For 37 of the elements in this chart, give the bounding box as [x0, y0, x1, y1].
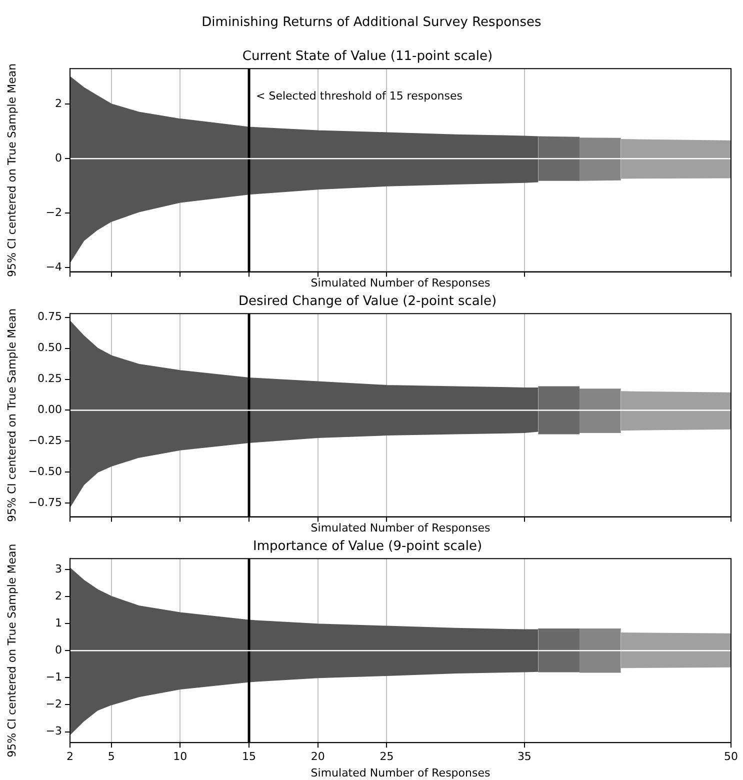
y-axis-title: 95% CI centered on True Sample Mean: [5, 308, 18, 522]
chart-title: Current State of Value (11-point scale): [242, 49, 493, 64]
y-tick-label: 0.75: [38, 310, 62, 324]
text: Diminishing Returns of Additional Survey Responses: [202, 15, 542, 30]
ref-line-label: < Selected threshold of 15 responses: [256, 89, 463, 102]
chart-title: Desired Change of Value (2-point scale): [238, 294, 497, 310]
y-tick-label: 2: [55, 589, 62, 602]
y-tick-label: 1: [55, 616, 62, 630]
y-tick-label: −0.75: [28, 496, 62, 510]
y-tick-label: −0.25: [28, 434, 62, 448]
x-tick-label: 50: [724, 750, 738, 764]
x-tick-label: 20: [310, 750, 325, 764]
y-tick-label: 2: [55, 96, 62, 110]
y-tick-label: 0.50: [38, 341, 62, 354]
y-tick-label: 0.00: [38, 403, 62, 416]
x-tick-label: 5: [108, 750, 115, 764]
y-tick-label: 0: [55, 151, 62, 164]
y-tick-label: −2: [46, 206, 62, 220]
x-axis-title: Simulated Number of Responses: [310, 766, 490, 780]
x-axis-title: Simulated Number of Responses: [310, 521, 490, 534]
x-tick-label: 35: [517, 750, 532, 764]
x-tick-label: 2: [66, 750, 74, 764]
x-tick-label: 25: [380, 750, 394, 764]
chart-title: Importance of Value (9-point scale): [252, 539, 482, 554]
x-tick-label: 15: [242, 750, 256, 764]
y-tick-label: −3: [46, 724, 62, 738]
y-tick-label: −4: [46, 260, 62, 274]
y-tick-label: −2: [46, 698, 62, 711]
y-tick-label: 0: [55, 643, 62, 656]
y-tick-label: −0.50: [28, 465, 62, 478]
x-axis-title: Simulated Number of Responses: [310, 276, 490, 290]
y-tick-label: 3: [55, 562, 62, 576]
y-tick-label: −1: [46, 670, 62, 684]
y-axis-title: 95% CI centered on True Sample Mean: [5, 63, 18, 277]
y-axis-title: 95% CI centered on True Sample Mean: [5, 544, 18, 758]
x-tick-label: 10: [173, 750, 188, 764]
y-tick-label: 0.25: [38, 372, 62, 386]
